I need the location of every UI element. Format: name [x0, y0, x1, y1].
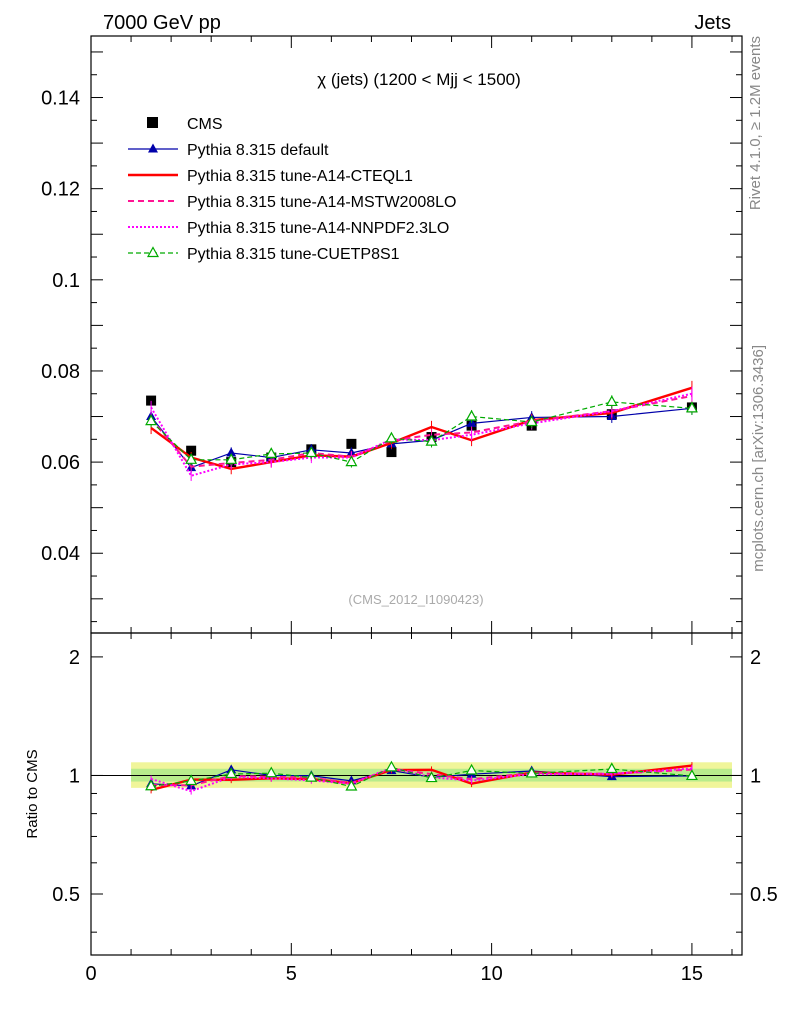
cms-data-point — [386, 447, 397, 458]
marker-cuetp8s1-ratio — [185, 774, 198, 786]
marker-cuetp8s1 — [145, 414, 158, 426]
header-left: 7000 GeV pp — [103, 12, 221, 34]
legend-label-nnpdf: Pythia 8.315 tune-A14-NNPDF2.3LO — [187, 220, 449, 237]
ratio-y-tick-label-right: 0.5 — [750, 884, 778, 906]
marker-cuetp8s1-ratio — [685, 769, 698, 781]
header-right: Jets — [694, 12, 731, 34]
x-tick-label: 5 — [286, 963, 297, 985]
ratio-y-tick-label: 0.5 — [52, 884, 80, 906]
legend-marker-cuetp8s1 — [146, 246, 160, 258]
marker-cuetp8s1 — [525, 415, 538, 427]
marker-cuetp8s1 — [685, 401, 698, 413]
marker-cuetp8s1-ratio — [605, 762, 618, 774]
marker-cuetp8s1-ratio — [465, 763, 478, 775]
series-line-mstw-ratio — [151, 767, 692, 787]
marker-cuetp8s1-ratio — [385, 760, 398, 772]
legend-label-cteql1: Pythia 8.315 tune-A14-CTEQL1 — [187, 168, 413, 185]
main-y-tick-label: 0.12 — [41, 179, 80, 201]
ratio-y-tick-label-right: 1 — [750, 765, 761, 787]
marker-default — [226, 447, 237, 457]
main-plot-panel: 0.04 0.06 0.08 0.1 0.12 0.14 — [41, 35, 743, 634]
ratio-y-tick-label-right: 2 — [750, 647, 761, 669]
main-y-tick-label: 0.14 — [41, 88, 80, 110]
marker-cuetp8s1 — [425, 434, 438, 446]
legend-label-mstw: Pythia 8.315 tune-A14-MSTW2008LO — [187, 194, 456, 211]
legend-marker-cms — [147, 117, 158, 128]
x-tick-labels: 0 5 10 15 — [85, 963, 703, 985]
marker-cuetp8s1-ratio — [265, 766, 278, 778]
ratio-y-tick-label: 1 — [69, 765, 80, 787]
series-line-cuetp8s1-ratio — [151, 766, 692, 788]
ratio-plot-frame — [90, 632, 743, 956]
legend-entry-cuetp8s1: Pythia 8.315 tune-CUETP8S1 — [128, 246, 400, 263]
mcplots-label: mcplots.cern.ch [arXiv:1306.3436] — [750, 345, 767, 572]
x-tick-label: 0 — [85, 963, 96, 985]
ratio-plot-panel: 0.5 0.5 1 1 2 2 — [52, 632, 778, 956]
marker-cuetp8s1 — [225, 453, 238, 464]
marker-cuetp8s1-ratio — [305, 770, 318, 782]
cms-data-point — [186, 445, 197, 456]
marker-cuetp8s1 — [185, 453, 198, 464]
cms-data-point — [146, 395, 157, 406]
marker-cuetp8s1-ratio — [425, 771, 438, 783]
legend-entry-cteql1: Pythia 8.315 tune-A14-CTEQL1 — [128, 168, 413, 185]
ratio-axis-label: Ratio to CMS — [24, 749, 41, 838]
marker-cuetp8s1 — [345, 455, 358, 467]
ratio-y-tick-label: 2 — [69, 647, 80, 669]
series-line-mstw — [150, 395, 693, 468]
x-tick-label: 15 — [681, 963, 703, 985]
legend-marker-default — [148, 143, 158, 153]
legend-entry-nnpdf: Pythia 8.315 tune-A14-NNPDF2.3LO — [128, 220, 449, 237]
marker-cuetp8s1 — [605, 395, 618, 407]
marker-cuetp8s1-ratio — [145, 779, 158, 791]
series-line-nnpdf-ratio — [150, 766, 692, 793]
main-y-tick-label: 0.04 — [41, 543, 80, 565]
marker-cuetp8s1 — [385, 431, 398, 443]
marker-cuetp8s1 — [305, 446, 318, 458]
legend-label-cms: CMS — [187, 116, 223, 133]
marker-cuetp8s1 — [265, 447, 278, 458]
marker-cuetp8s1 — [465, 409, 478, 421]
cms-data-point — [346, 438, 357, 449]
x-tick-label: 10 — [480, 963, 502, 985]
main-y-tick-label: 0.1 — [52, 270, 80, 292]
legend-entry-mstw: Pythia 8.315 tune-A14-MSTW2008LO — [128, 194, 456, 211]
legend-label-cuetp8s1: Pythia 8.315 tune-CUETP8S1 — [187, 246, 400, 263]
series-line-nnpdf — [150, 392, 693, 477]
analysis-watermark: (CMS_2012_I1090423) — [348, 592, 483, 607]
main-y-tick-label: 0.08 — [41, 361, 80, 383]
legend-entry-default: Pythia 8.315 default — [128, 142, 329, 159]
legend-entry-cms: CMS — [147, 116, 223, 133]
marker-cuetp8s1-ratio — [225, 767, 238, 779]
rivet-label: Rivet 4.1.0, ≥ 1.2M events — [747, 36, 764, 210]
marker-cuetp8s1-ratio — [345, 779, 358, 791]
series-line-cuetp8s1 — [150, 401, 692, 463]
main-y-tick-label: 0.06 — [41, 452, 80, 474]
legend-label-default: Pythia 8.315 default — [187, 142, 329, 159]
legend: CMS Pythia 8.315 default Pythia 8.315 tu… — [128, 116, 456, 263]
marker-cuetp8s1-ratio — [525, 766, 538, 778]
plot-title: χ (jets) (1200 < Mjj < 1500) — [317, 70, 521, 89]
